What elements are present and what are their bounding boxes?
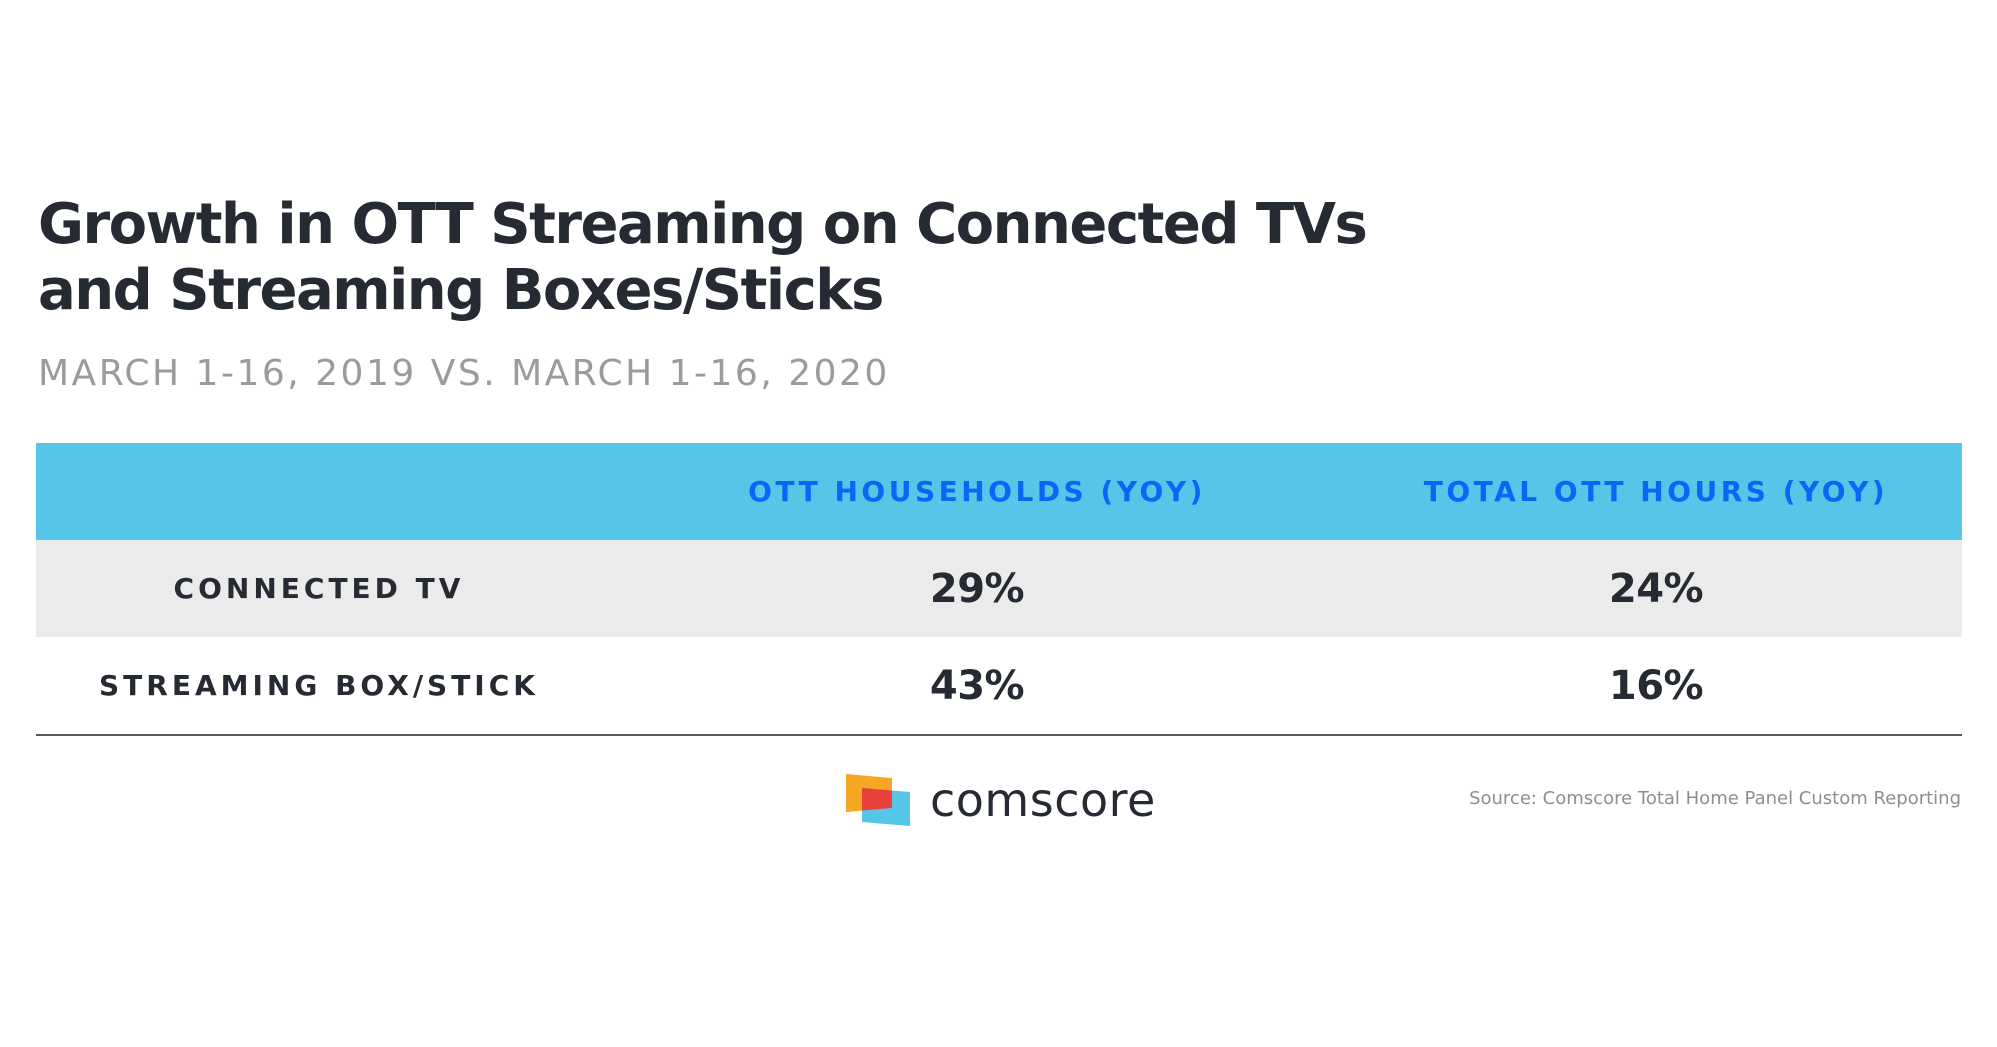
chart-title-line-2: and Streaming Boxes/Sticks — [38, 258, 884, 323]
chart-subtitle: MARCH 1-16, 2019 VS. MARCH 1-16, 2020 — [38, 353, 890, 394]
header-cell-total-ott-hours: TOTAL OTT HOURS (YOY) — [1423, 475, 1889, 508]
logo-wordmark: comscore — [930, 773, 1156, 827]
row-label-connected-tv: CONNECTED TV — [173, 572, 465, 605]
chart-title: Growth in OTT Streaming on Connected TVs… — [38, 192, 1438, 324]
value-connected-tv-households: 29% — [929, 565, 1025, 612]
value-streaming-box-households: 43% — [929, 662, 1025, 709]
header-cell-empty — [36, 443, 602, 540]
comscore-logo: comscore — [846, 772, 1156, 828]
data-table: OTT HOUSEHOLDS (YOY) TOTAL OTT HOURS (YO… — [36, 443, 1962, 736]
table-row: CONNECTED TV 29% 24% — [36, 540, 1962, 637]
logo-red-shape — [862, 788, 892, 811]
header-cell-ott-households: OTT HOUSEHOLDS (YOY) — [748, 475, 1206, 508]
source-note: Source: Comscore Total Home Panel Custom… — [1469, 788, 1961, 809]
comscore-flag-icon — [846, 774, 910, 826]
chart-title-line-1: Growth in OTT Streaming on Connected TVs — [38, 192, 1368, 257]
row-label-streaming-box-stick: STREAMING BOX/STICK — [99, 669, 539, 702]
value-connected-tv-hours: 24% — [1608, 565, 1704, 612]
value-streaming-box-hours: 16% — [1608, 662, 1704, 709]
table-row: STREAMING BOX/STICK 43% 16% — [36, 637, 1962, 736]
table-header-row: OTT HOUSEHOLDS (YOY) TOTAL OTT HOURS (YO… — [36, 443, 1962, 540]
